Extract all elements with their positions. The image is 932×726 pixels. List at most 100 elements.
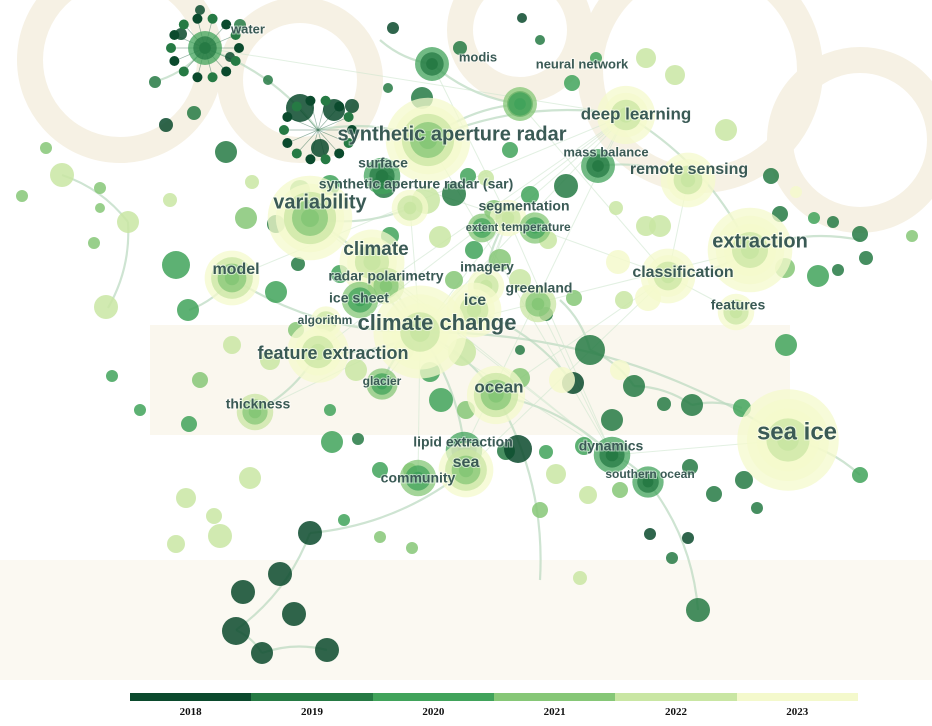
keyword-node [612,482,628,498]
keyword-node [248,405,262,419]
keyword-label: feature extraction [257,343,408,363]
keyword-node [606,250,630,274]
keyword-node [263,75,273,85]
keyword-node [458,462,474,478]
keyword-node [502,142,518,158]
keyword-node [521,186,539,204]
keyword-node [106,370,118,382]
keyword-node [88,237,100,249]
keyword-node [763,168,779,184]
cooccurrence-link [204,47,627,116]
keyword-node [579,486,597,504]
keyword-node [509,269,531,291]
keyword-label: climate [343,239,408,260]
keyword-node [265,281,287,303]
keyword-node [372,462,388,478]
keyword-node [334,101,345,112]
keyword-node [807,265,829,287]
keyword-node [208,524,232,548]
keyword-node [375,169,389,183]
keyword-node [251,642,273,664]
keyword-node [363,253,381,271]
keyword-node [338,514,350,526]
keyword-node [575,437,593,455]
keyword-node [515,345,525,355]
watermark-band [0,560,932,680]
keyword-node [517,13,527,23]
cooccurrence-link [61,173,129,223]
keyword-label: extent [466,222,499,234]
keyword-node [489,249,511,271]
keyword-node [206,508,222,524]
keyword-node [324,404,336,416]
keyword-node [282,138,293,149]
keyword-node [529,222,541,234]
keyword-label: deep learning [581,104,692,123]
keyword-node [207,72,218,83]
legend-year-label: 2023 [786,706,809,718]
keyword-node [859,251,873,265]
legend-swatch-2019 [251,693,373,701]
keyword-node [94,295,118,319]
keyword-node [429,388,453,412]
keyword-node [311,139,329,157]
keyword-node [573,571,587,585]
keyword-node [309,343,327,361]
keyword-node [615,291,633,309]
keyword-node [279,125,289,135]
keyword-node [301,209,319,227]
keyword-node [642,476,654,488]
keyword-node [666,552,678,564]
keyword-node [291,257,305,271]
keyword-label: segmentation [478,198,569,214]
keyword-label: thickness [226,396,291,412]
keyword-node [149,76,161,88]
keyword-node [221,19,232,30]
keyword-node [195,5,205,15]
keyword-node [320,154,331,165]
keyword-node [215,141,237,163]
keyword-node [514,98,526,110]
keyword-label: synthetic aperture radar [338,123,567,145]
keyword-label: sea ice [757,418,837,445]
keyword-node [192,72,203,83]
legend-year-label: 2018 [179,706,202,718]
keyword-node [906,230,918,242]
keyword-node [729,305,743,319]
keyword-node [682,459,698,475]
cooccurrence-link [287,129,319,144]
keyword-node [163,193,177,207]
keyword-node [657,397,671,411]
keyword-node [715,119,737,141]
keyword-label: southern ocean [605,467,694,481]
keyword-node [192,372,208,388]
legend-swatch-2018 [130,693,252,701]
keyword-node [465,241,483,259]
keyword-node [95,203,105,213]
keyword-label: extraction [712,230,808,252]
keyword-node [320,95,331,106]
legend-year-label: 2019 [300,706,323,718]
keyword-node [167,535,185,553]
keyword-node [852,226,868,242]
keyword-label: variability [273,191,367,213]
keyword-node [478,170,494,186]
keyword-node [166,43,176,53]
keyword-node [410,322,430,342]
keyword-label: ice [464,292,486,309]
cooccurrence-link [107,221,130,309]
keyword-node [610,360,630,380]
keyword-node [735,471,753,489]
keyword-node [445,271,463,289]
keyword-node [177,299,199,321]
keyword-node [239,467,261,489]
keyword-label: sea [453,454,480,471]
keyword-node [387,22,399,34]
keyword-node [564,75,580,91]
keyword-node [403,201,417,215]
keyword-node [291,101,302,112]
keyword-node [605,448,619,462]
keyword-node [224,270,240,286]
keyword-node [169,56,180,67]
